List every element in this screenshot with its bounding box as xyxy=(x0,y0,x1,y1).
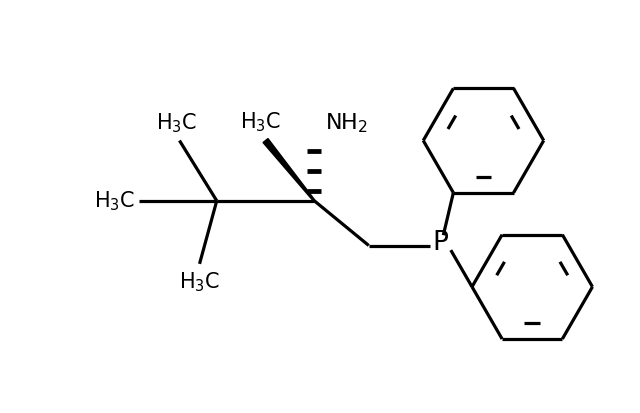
Text: H$_3$C: H$_3$C xyxy=(179,271,220,294)
Text: H$_3$C: H$_3$C xyxy=(156,111,197,135)
Polygon shape xyxy=(263,138,315,201)
Text: H$_3$C: H$_3$C xyxy=(93,189,135,213)
Text: H$_3$C: H$_3$C xyxy=(241,110,282,134)
Text: P: P xyxy=(433,230,449,256)
Text: NH$_2$: NH$_2$ xyxy=(324,111,367,135)
